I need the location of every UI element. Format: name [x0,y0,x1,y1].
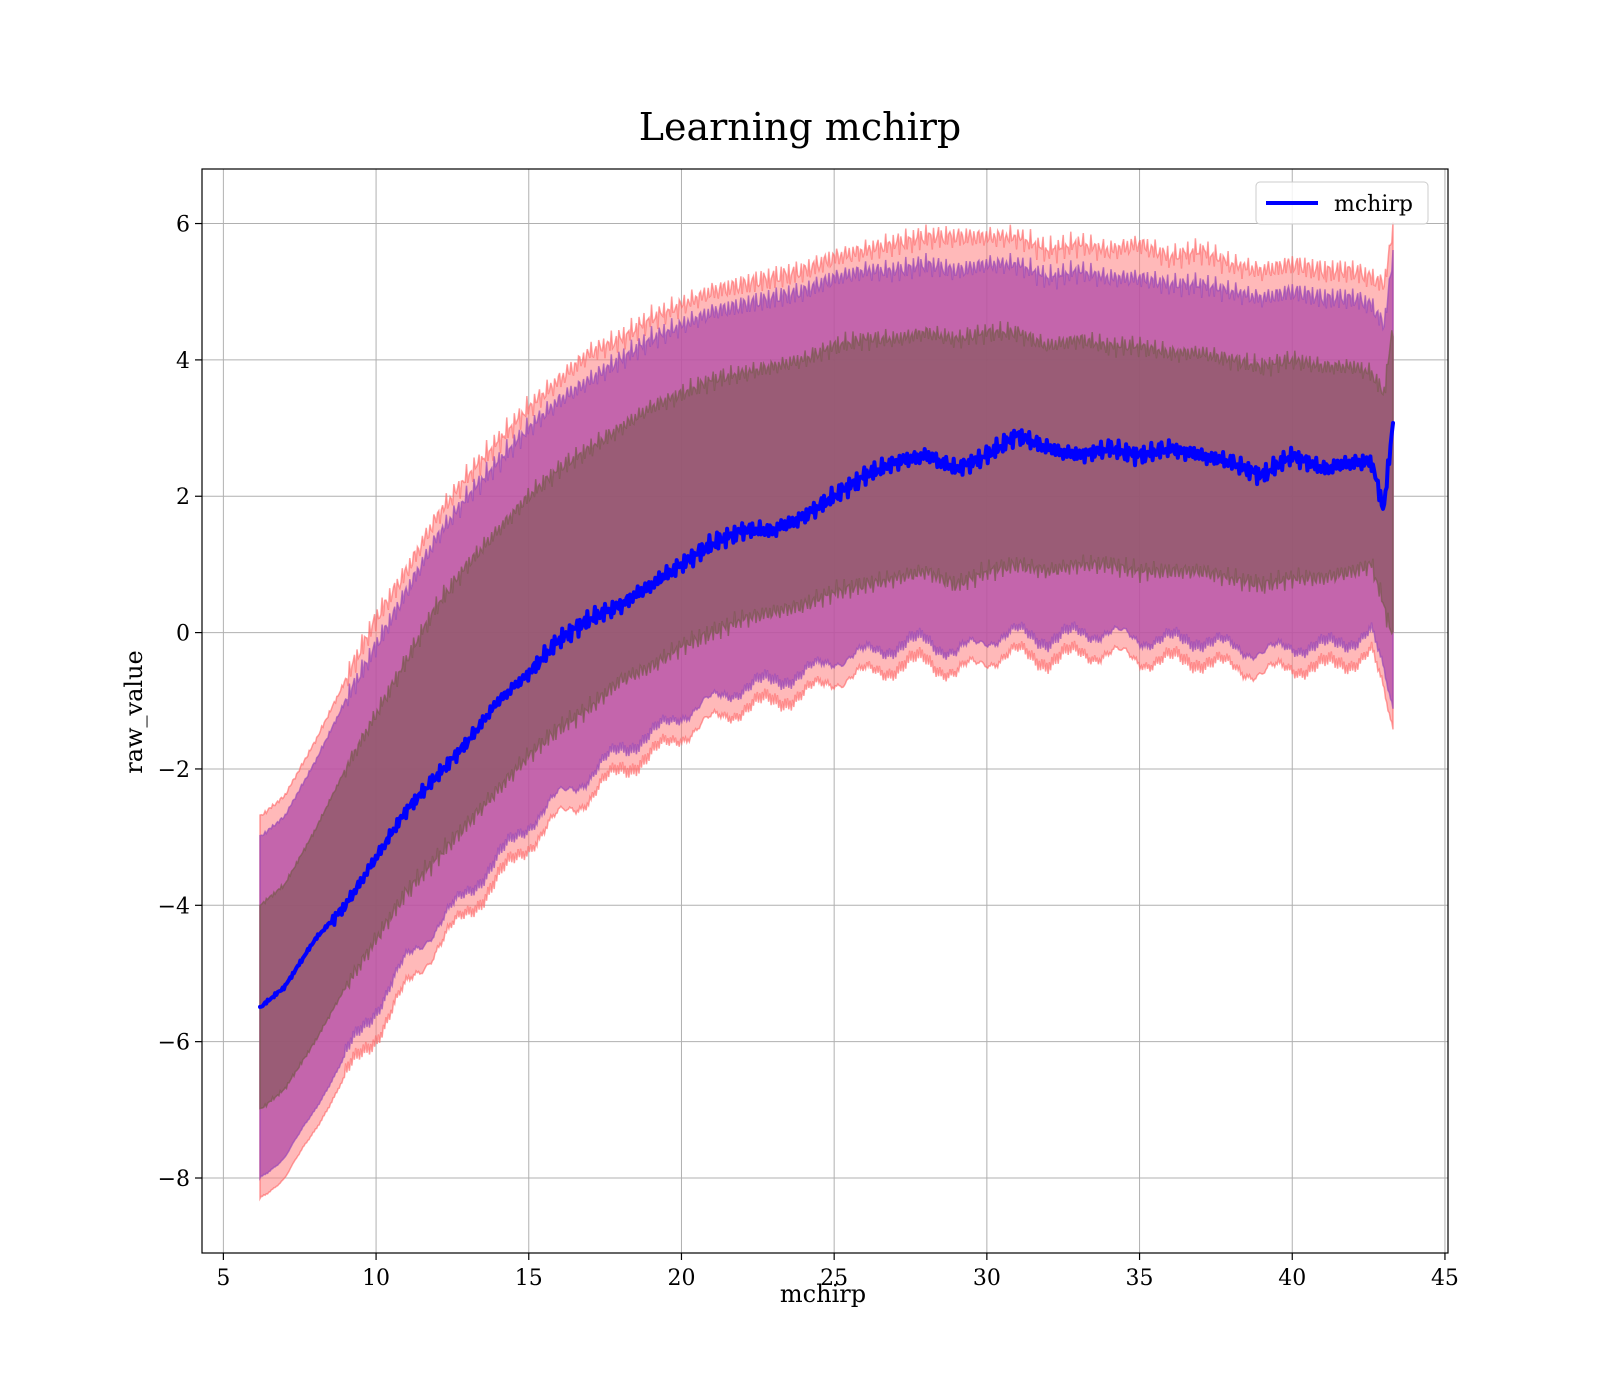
x-tick-label: 45 [1431,1266,1459,1291]
bands [259,221,1394,1202]
band-inner [259,321,1394,1110]
y-tick-label: −2 [158,758,190,783]
y-tick-label: 0 [176,622,190,647]
y-tick-label: 2 [176,485,190,510]
x-tick-label: 35 [1126,1266,1154,1291]
legend-label-mchirp: mchirp [1334,192,1413,217]
chart-title: Learning mchirp [639,105,961,149]
y-tick-label: −6 [158,1031,190,1056]
x-tick-label: 10 [362,1266,390,1291]
x-tick-label: 30 [973,1266,1001,1291]
series-line-mchirp [258,421,1395,1009]
y-axis-ticks: −8 −6 −4 −2 0 2 4 6 [158,213,202,1192]
legend: mchirp [1255,181,1429,225]
x-tick-label: 5 [216,1266,230,1291]
legend-box [1255,181,1429,225]
y-tick-label: 4 [176,349,190,374]
x-tick-label: 20 [667,1266,695,1291]
x-tick-label: 25 [820,1266,848,1291]
y-tick-label: 6 [176,213,190,238]
x-axis-label: mchirp [780,1280,866,1308]
plot-frame [201,168,1449,1254]
y-tick-label: −4 [158,894,190,919]
y-axis-label: raw_value [120,650,148,774]
y-tick-label: −8 [158,1167,190,1192]
x-tick-label: 15 [515,1266,543,1291]
x-axis-ticks: 5 10 15 20 25 30 35 40 45 [216,1253,1459,1291]
x-tick-label: 40 [1278,1266,1306,1291]
